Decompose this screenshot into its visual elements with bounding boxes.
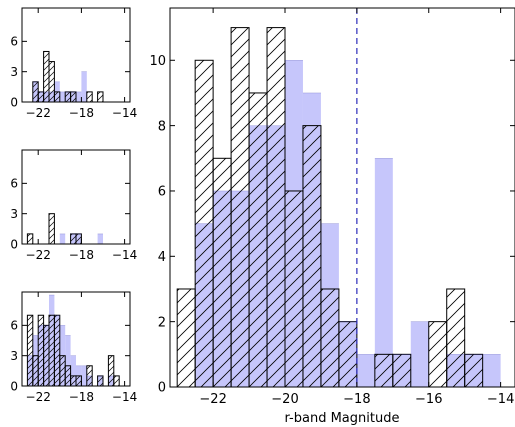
bar-blue [482,354,501,387]
bar-hatched [176,288,196,388]
y-tick-label: 6 [158,185,166,200]
y-tick-label: 0 [10,379,18,393]
bar-hatched [230,27,250,388]
y-tick-label: 6 [10,319,18,333]
y-tick-label: 3 [10,349,18,363]
bar-hatched [284,190,304,388]
axes-frame [169,7,515,388]
bar-hatched [392,353,412,388]
x-tick-label: −14 [487,392,514,407]
bar-hatched [32,81,39,103]
bar-hatched [26,233,34,245]
bar-blue [374,158,393,387]
bar-hatched [75,233,82,245]
y-tick-label: 0 [10,95,18,109]
bar-blue [59,91,66,102]
bar-hatched [64,365,72,387]
panel-small-middle: −22 −18 −14 0 3 6 [10,149,137,262]
main-x-axis-label: r-band Magnitude [285,411,400,426]
x-tick-label: −22 [199,392,226,407]
axes-frame [21,291,131,387]
x-tick-label: −18 [343,392,370,407]
y-tick-label: 3 [10,65,18,79]
bar-hatched [32,355,39,387]
bar-hatched [338,321,358,388]
x-tick-label: −22 [26,248,51,262]
bar-hatched [212,157,232,388]
x-tick-label: −14 [112,248,137,262]
y-tick-label: 6 [10,177,18,191]
y-tick-label: 2 [158,315,166,330]
bar-blue [97,233,103,244]
panel-small-bottom: −22 −18 −14 0 3 6 [10,291,137,404]
y-tick-label: 0 [10,237,18,251]
x-tick-label: −18 [69,106,94,120]
bar-blue [81,71,87,102]
x-tick-label: −18 [69,390,94,404]
bar-hatched [64,91,72,103]
bar-blue [70,355,76,386]
x-tick-label: −16 [415,392,442,407]
y-tick-label: 6 [10,35,18,49]
bar-hatched [97,375,104,387]
bar-hatched [59,355,66,387]
bar-blue [59,233,66,244]
bar-hatched [97,91,104,103]
y-tick-label: 3 [10,207,18,221]
panel-main: −22 −20 −18 −16 −14 0 2 4 6 8 10 [149,7,515,407]
bar-blue [356,354,375,387]
bar-hatched [320,288,340,388]
bar-hatched [43,324,50,387]
bar-hatched [75,375,82,387]
bar-hatched [37,314,45,387]
bar-hatched [86,91,93,103]
axes-frame [21,7,131,103]
x-tick-label: −22 [26,390,51,404]
bar-hatched [48,61,55,103]
bar-hatched [53,314,61,387]
bar-blue [81,365,87,386]
bar-hatched [53,91,61,103]
bar-hatched [464,353,484,388]
bar-blue [76,91,82,102]
y-tick-label: 0 [158,381,166,396]
bar-hatched [37,91,45,103]
bar-hatched [107,355,115,387]
bar-hatched [48,213,55,245]
x-tick-label: −18 [69,248,94,262]
bar-hatched [43,50,50,103]
bar-hatched [70,375,77,387]
bar-hatched [70,91,77,103]
bar-hatched [48,314,55,387]
bar-hatched [428,321,448,388]
bar-hatched [266,27,286,388]
axes-frame [21,149,131,245]
y-tick-label: 8 [158,119,166,134]
bar-hatched [113,375,120,387]
y-tick-label: 4 [158,250,166,265]
bar-hatched [446,288,466,388]
x-tick-label: −20 [271,392,298,407]
bar-hatched [70,233,77,245]
x-tick-label: −22 [26,106,51,120]
bar-hatched [302,125,322,388]
bar-hatched [374,353,394,388]
x-tick-label: −14 [112,106,137,120]
bar-hatched [248,92,268,388]
x-tick-label: −14 [112,390,137,404]
panel-small-top: −22 −18 −14 0 3 6 [10,7,137,120]
bar-hatched [26,314,34,387]
y-tick-label: 10 [149,54,166,69]
bar-blue [410,321,429,387]
bar-blue [65,335,71,386]
